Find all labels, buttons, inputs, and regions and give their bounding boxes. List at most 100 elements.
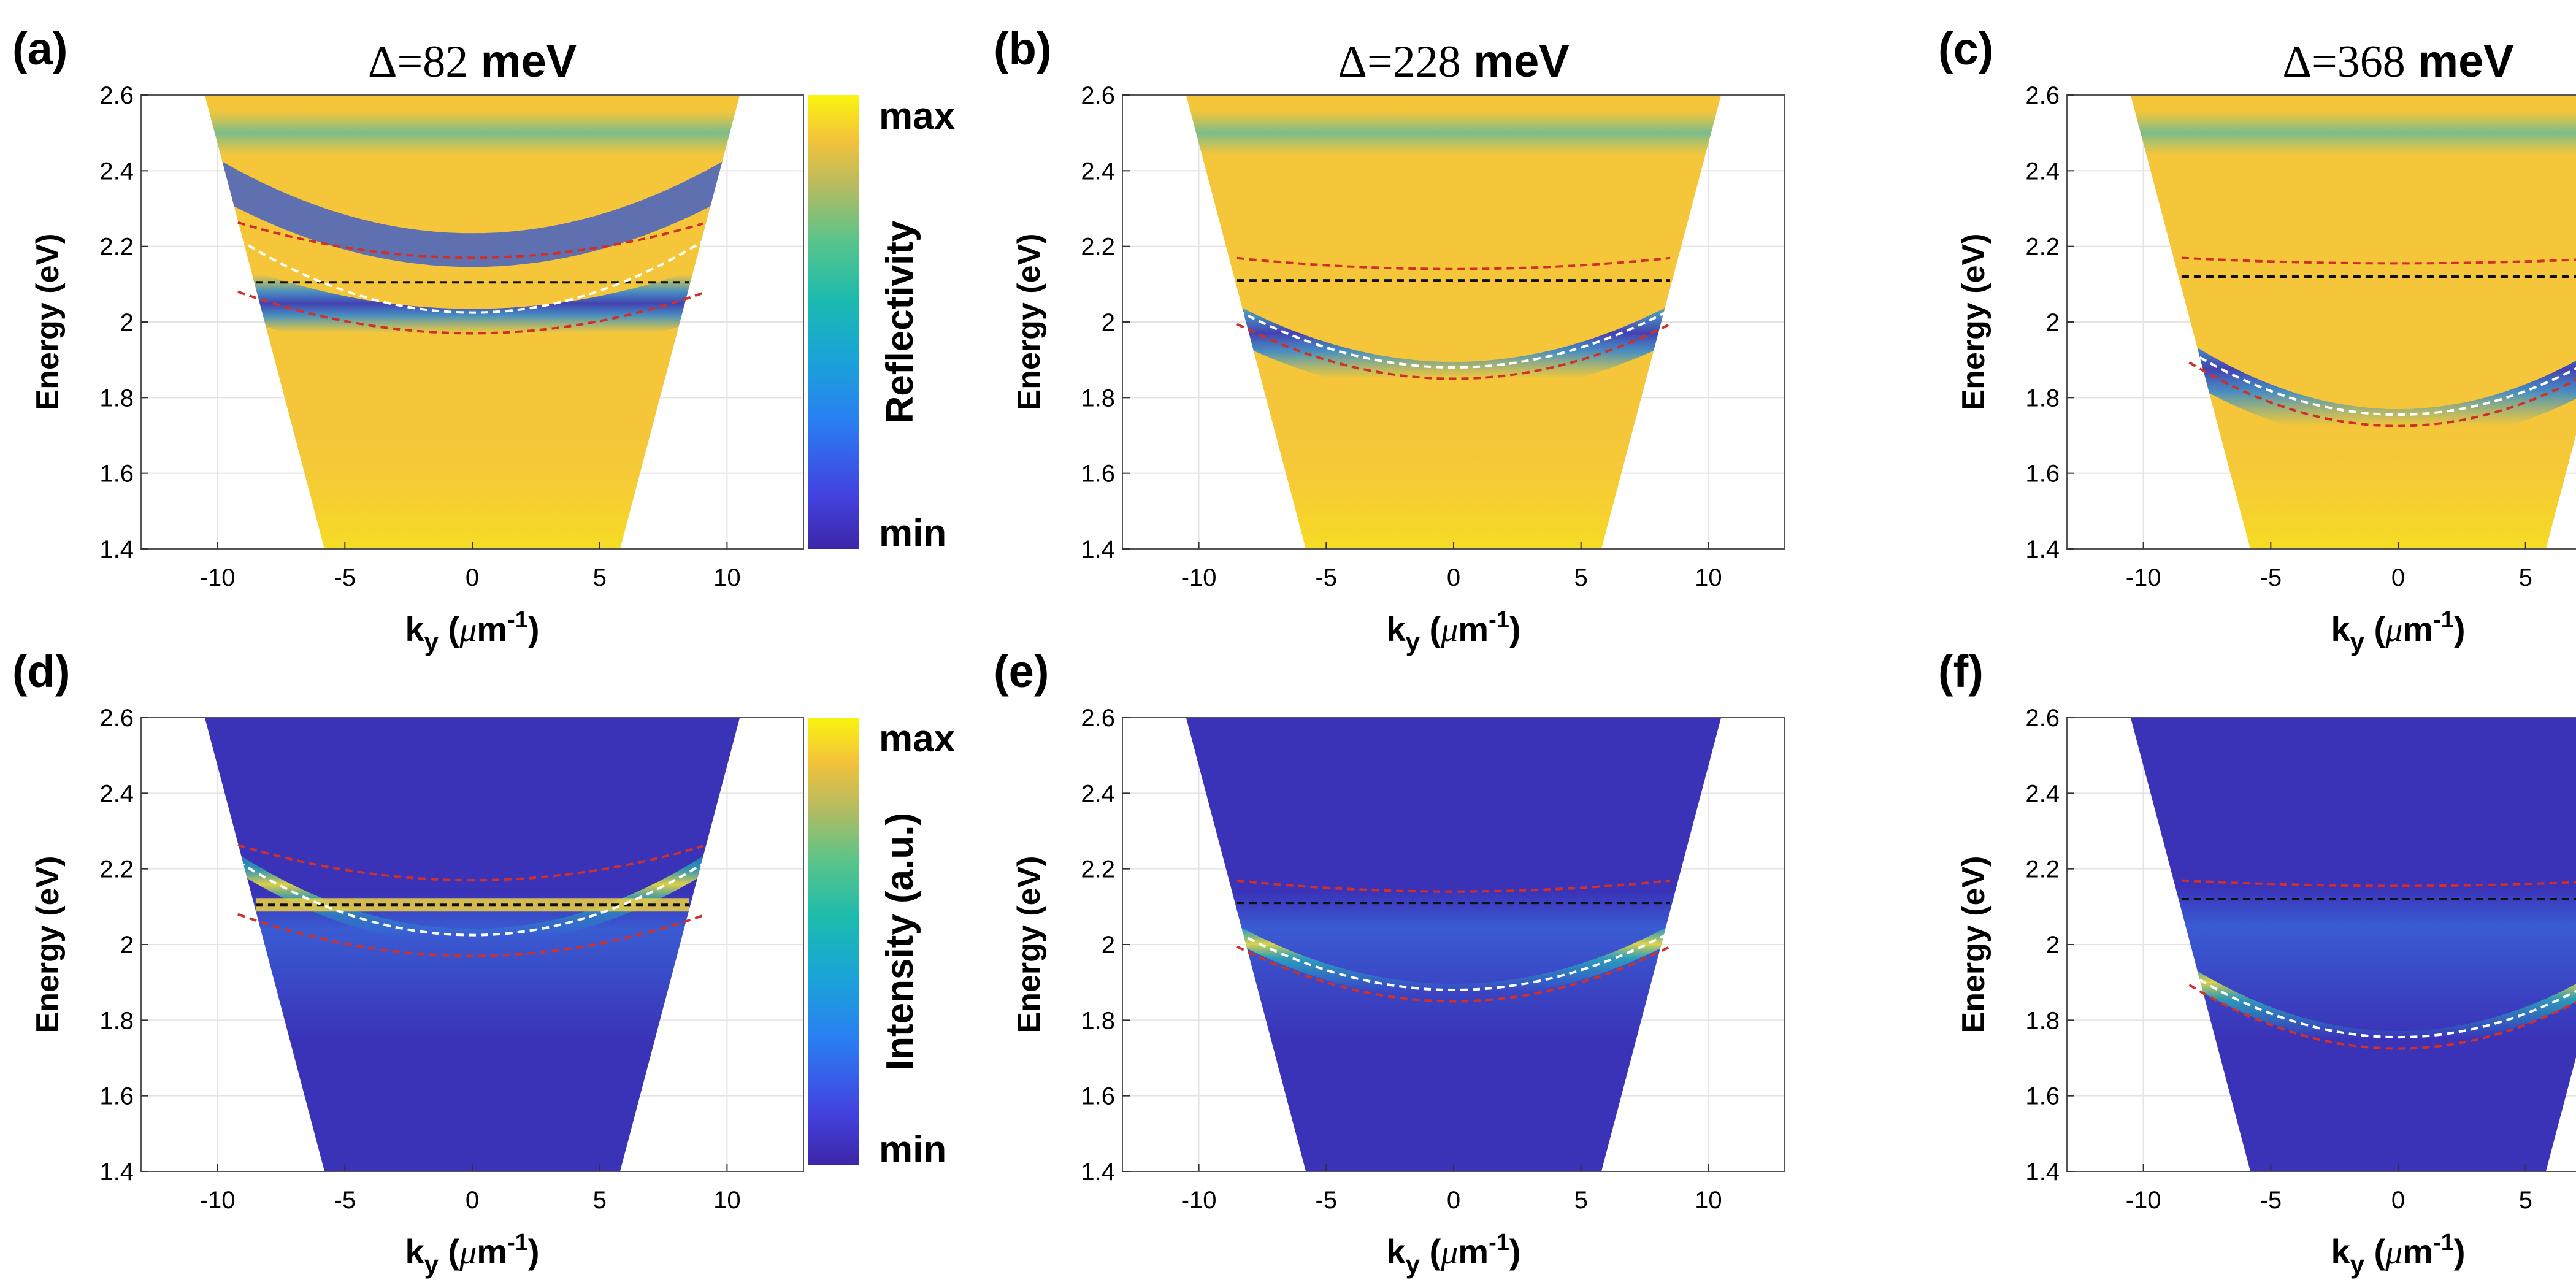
x-tick-label: 10 xyxy=(1695,564,1722,591)
panel-e: -10 -5 0 5 10 1.4 1.6 1.8 2 2.2 2.4 2.6 Energy (eV) k… xyxy=(994,646,1785,1279)
x-tick-label: 0 xyxy=(2391,564,2405,591)
panel-d: -10 -5 0 5 10 1.4 1.6 1.8 2 2.2 2.4 2.6 Energy (eV) k… xyxy=(12,646,804,1279)
x-tick-label: 0 xyxy=(466,564,479,591)
y-tick-label: 1.6 xyxy=(99,1083,134,1110)
colorbar-max-label: max xyxy=(879,718,956,760)
lower-polariton-curve xyxy=(237,860,703,937)
y-tick-label: 2.6 xyxy=(99,82,134,109)
lower-band-curve xyxy=(1236,323,1671,380)
upper-polariton-curve xyxy=(2181,256,2576,265)
y-tick-label: 2.6 xyxy=(1081,705,1115,732)
x-tick-label: 5 xyxy=(1574,1187,1588,1214)
model-curves xyxy=(2181,879,2576,1050)
emission-band xyxy=(2130,918,2576,1048)
y-tick-label: 2.6 xyxy=(1081,82,1115,109)
x-tick-label: -10 xyxy=(200,1187,236,1214)
y-tick-label: 2.4 xyxy=(99,158,134,185)
y-tick-label: 1.4 xyxy=(1081,1159,1115,1186)
emission-band xyxy=(1186,889,1722,1000)
panel-b: -10 -5 0 5 10 1.4 1.6 1.8 2 2.2 2.4 2.6 Energy (eV) k… xyxy=(994,23,1785,656)
y-tick-label: 2 xyxy=(1102,932,1115,959)
y-tick-label: 2 xyxy=(120,932,134,959)
x-tick-label: -5 xyxy=(1316,564,1338,591)
x-tick-label: -10 xyxy=(2126,1187,2161,1214)
x-tick-label: 5 xyxy=(1574,564,1588,591)
x-tick-label: -5 xyxy=(2260,1187,2282,1214)
x-tick-label: -10 xyxy=(1181,1187,1217,1214)
upper-polariton-curve xyxy=(2181,879,2576,887)
colorbar-intensity: max min Intensity (a.u.) xyxy=(808,718,956,1171)
y-tick-label: 2.6 xyxy=(2025,705,2060,732)
y-tick-label: 2.2 xyxy=(2025,856,2060,883)
upper-mode-band xyxy=(1186,110,1722,156)
y-axis-label: Energy (eV) xyxy=(1011,856,1047,1033)
y-tick-label: 1.6 xyxy=(2025,1083,2060,1110)
lower-polariton-curve xyxy=(1236,931,1671,992)
y-tick-label: 1.6 xyxy=(2025,461,2060,488)
emission-region xyxy=(204,893,740,1040)
y-tick-label: 2 xyxy=(2046,309,2060,336)
y-tick-label: 2.4 xyxy=(2025,780,2060,807)
y-tick-label: 2.6 xyxy=(99,705,134,732)
y-tick-label: 1.8 xyxy=(1081,1007,1115,1034)
model-curves xyxy=(2181,256,2576,427)
y-tick-label: 1.8 xyxy=(99,1007,134,1034)
colorbar-max-label: max xyxy=(879,95,956,137)
x-tick-label: -10 xyxy=(200,564,236,591)
y-tick-label: 2.4 xyxy=(2025,158,2060,185)
y-tick-label: 1.8 xyxy=(99,385,134,412)
x-tick-label: -5 xyxy=(334,564,356,591)
reflectivity-lower-region xyxy=(204,416,740,549)
upper-mode-band xyxy=(204,110,740,156)
y-axis-label: Energy (eV) xyxy=(1956,234,1991,411)
upper-polariton-dip xyxy=(204,148,740,267)
panel-label: (d) xyxy=(12,646,71,697)
y-axis-label: Energy (eV) xyxy=(30,234,66,411)
y-tick-label: 1.4 xyxy=(1081,536,1115,563)
y-tick-label: 1.6 xyxy=(1081,461,1115,488)
upper-polariton-curve xyxy=(1236,879,1671,893)
upper-polariton-curve xyxy=(237,843,703,882)
x-tick-label: -10 xyxy=(2126,564,2161,591)
x-axis-label: ky (μm-1) xyxy=(405,1230,539,1279)
x-tick-label: -10 xyxy=(1181,564,1217,591)
lower-polariton-curve xyxy=(2188,972,2576,1039)
lower-band-curve xyxy=(237,290,703,335)
y-tick-label: 1.4 xyxy=(99,536,134,563)
colorbar-min-label: min xyxy=(879,512,946,554)
emission-region xyxy=(1186,891,1722,1040)
x-tick-label: 10 xyxy=(713,1187,741,1214)
model-curves xyxy=(1236,256,1671,380)
y-tick-label: 2 xyxy=(2046,932,2060,959)
upper-polariton-curve xyxy=(1236,256,1671,270)
colorbar-min-label: min xyxy=(879,1129,946,1171)
model-curves xyxy=(237,221,703,335)
colorbar-gradient xyxy=(808,718,859,1165)
colorbar-reflectivity: max min Reflectivity xyxy=(808,95,956,554)
x-axis-label: ky (μm-1) xyxy=(1386,607,1520,656)
x-tick-label: 5 xyxy=(2519,564,2532,591)
y-tick-label: 1.6 xyxy=(1081,1083,1115,1110)
lower-band-curve xyxy=(237,913,703,957)
lower-band-curve xyxy=(2188,361,2576,427)
lower-band-curve xyxy=(2188,984,2576,1050)
x-axis-label: ky (μm-1) xyxy=(2331,607,2465,656)
x-tick-label: 10 xyxy=(713,564,741,591)
y-tick-label: 2.4 xyxy=(99,780,134,807)
y-tick-label: 2 xyxy=(120,309,134,336)
upper-mode-band xyxy=(2130,110,2576,156)
y-tick-label: 2.2 xyxy=(2025,234,2060,261)
y-axis-label: Energy (eV) xyxy=(1956,856,1991,1033)
panel-title: Δ=368 meV xyxy=(2282,36,2513,87)
y-tick-label: 1.8 xyxy=(2025,385,2060,412)
x-axis-label: ky (μm-1) xyxy=(405,607,539,656)
y-tick-label: 2.2 xyxy=(99,856,134,883)
y-tick-label: 2.4 xyxy=(1081,780,1115,807)
panel-a: -10 -5 0 5 10 1.4 1.6 1.8 2 2.2 2.4 2.6 Energy (eV) k… xyxy=(12,23,804,656)
x-tick-label: 0 xyxy=(2391,1187,2405,1214)
y-tick-label: 1.8 xyxy=(1081,385,1115,412)
upper-polariton-curve xyxy=(237,221,703,259)
